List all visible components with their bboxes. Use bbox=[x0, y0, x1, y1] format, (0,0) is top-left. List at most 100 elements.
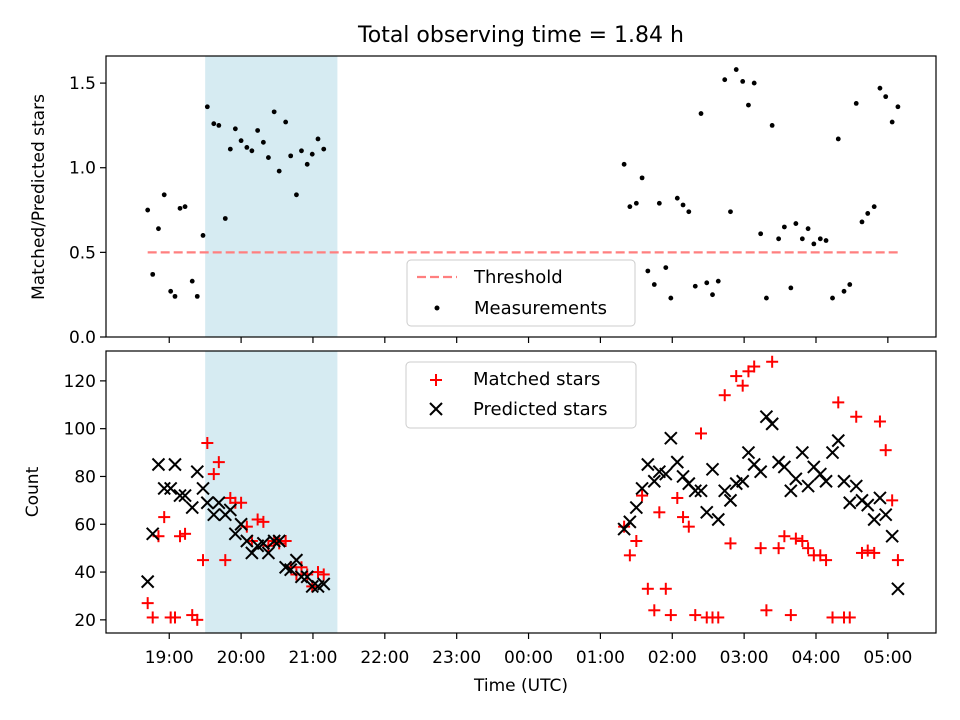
bottom-y-tick-label: 100 bbox=[64, 420, 96, 440]
measurement-point bbox=[764, 295, 769, 301]
bottom-y-tick-label: 20 bbox=[74, 611, 96, 631]
measurement-point bbox=[793, 221, 799, 226]
measurement-point bbox=[776, 236, 782, 242]
measurement-point bbox=[733, 67, 739, 72]
predicted-star-mark-b bbox=[190, 464, 204, 479]
measurement-point bbox=[651, 282, 657, 287]
predicted-star-point bbox=[813, 467, 828, 481]
x-tick-label: 05:00 bbox=[863, 648, 912, 668]
predicted-star-point bbox=[878, 507, 893, 522]
predicted-star-mark-b bbox=[664, 431, 678, 445]
top-y-axis-label: Matched/Predicted stars bbox=[29, 94, 49, 300]
predicted-star-mark-b bbox=[735, 474, 750, 488]
predicted-star-point bbox=[234, 517, 248, 531]
measurement-point bbox=[627, 204, 633, 210]
measurement-point bbox=[799, 236, 805, 242]
matched-star-point bbox=[873, 415, 886, 428]
measurement-point bbox=[271, 109, 277, 115]
predicted-star-mark-b bbox=[272, 534, 286, 548]
predicted-star-mark-b bbox=[223, 503, 238, 517]
matched-star-point bbox=[311, 566, 324, 579]
predicted-star-point bbox=[861, 498, 875, 512]
predicted-star-point bbox=[146, 527, 160, 541]
measurement-point bbox=[746, 102, 751, 108]
x-tick-label: 23:00 bbox=[432, 648, 481, 668]
predicted-star-point bbox=[240, 534, 254, 548]
predicted-star-point bbox=[190, 464, 204, 479]
measurement-point bbox=[168, 288, 174, 294]
predicted-star-point bbox=[867, 512, 881, 527]
predicted-star-mark-b bbox=[200, 496, 215, 510]
predicted-star-point bbox=[647, 474, 662, 488]
predicted-star-mark-b bbox=[700, 505, 714, 520]
predicted-star-mark-b bbox=[777, 460, 792, 474]
matched-star-point bbox=[855, 546, 868, 559]
top-y-tick-label: 1.0 bbox=[69, 159, 96, 179]
predicted-star-mark-b bbox=[185, 500, 199, 515]
predicted-star-point bbox=[294, 570, 309, 584]
predicted-star-point bbox=[723, 493, 738, 508]
measurement-point bbox=[189, 278, 195, 284]
predicted-star-mark-b bbox=[819, 474, 833, 488]
measurement-point bbox=[698, 111, 704, 116]
matched-star-point bbox=[671, 491, 684, 504]
predicted-star-mark-b bbox=[151, 457, 166, 472]
predicted-star-mark-b bbox=[163, 481, 178, 496]
predicted-star-point bbox=[178, 488, 192, 503]
measurement-point bbox=[686, 209, 692, 215]
bottom-y-tick-label: 80 bbox=[74, 467, 96, 487]
measurement-point bbox=[249, 148, 255, 154]
legend-matched-label: Matched stars bbox=[473, 369, 600, 390]
predicted-star-point bbox=[196, 481, 210, 496]
measurement-point bbox=[865, 211, 871, 216]
measurement-point bbox=[177, 205, 183, 211]
predicted-star-mark-b bbox=[623, 515, 637, 529]
predicted-star-mark-b bbox=[878, 507, 893, 522]
matched-star-point bbox=[724, 537, 737, 550]
top-y-tick-label: 0.5 bbox=[69, 243, 96, 263]
matched-star-point bbox=[802, 542, 815, 555]
measurement-point bbox=[805, 226, 811, 232]
measurement-point bbox=[304, 161, 310, 167]
matched-star-point bbox=[766, 355, 779, 368]
predicted-star-point bbox=[168, 457, 182, 472]
measurement-point bbox=[781, 224, 787, 230]
measurement-point bbox=[710, 292, 715, 298]
predicted-star-mark-b bbox=[682, 476, 696, 491]
legend-measurements-swatch bbox=[434, 305, 440, 311]
predicted-star-point bbox=[261, 546, 276, 560]
predicted-star-point bbox=[784, 484, 798, 498]
measurement-point bbox=[150, 271, 156, 277]
predicted-star-point bbox=[676, 469, 690, 484]
chart-title: Total observing time = 1.84 h bbox=[357, 23, 684, 48]
predicted-star-mark-b bbox=[789, 472, 803, 486]
matched-star-point bbox=[191, 613, 204, 626]
matched-star-point bbox=[712, 611, 725, 624]
measurement-point bbox=[692, 283, 698, 289]
predicted-star-mark-b bbox=[168, 457, 182, 472]
measurement-point bbox=[704, 280, 710, 286]
predicted-star-point bbox=[694, 484, 708, 498]
predicted-star-point bbox=[629, 500, 644, 515]
predicted-star-point bbox=[741, 445, 756, 460]
legend-threshold-label: Threshold bbox=[473, 267, 563, 288]
legend-measurements-label: Measurements bbox=[474, 298, 607, 319]
x-tick-label: 20:00 bbox=[217, 648, 266, 668]
predicted-star-mark-b bbox=[641, 457, 655, 472]
matched-star-point bbox=[730, 370, 743, 383]
matched-star-point bbox=[695, 427, 708, 440]
matched-star-point bbox=[677, 511, 690, 524]
predicted-star-point bbox=[885, 529, 899, 543]
predicted-star-mark-b bbox=[256, 536, 271, 551]
matched-star-point bbox=[219, 554, 232, 567]
x-tick-label: 21:00 bbox=[288, 648, 337, 668]
predicted-stars-points bbox=[140, 410, 905, 596]
predicted-star-mark-b bbox=[647, 474, 662, 488]
measurement-point bbox=[211, 121, 217, 127]
matched-star-point bbox=[648, 604, 661, 617]
predicted-star-point bbox=[641, 457, 655, 472]
measurement-point bbox=[222, 216, 228, 221]
predicted-star-mark-b bbox=[837, 474, 851, 488]
predicted-star-point bbox=[759, 410, 774, 424]
